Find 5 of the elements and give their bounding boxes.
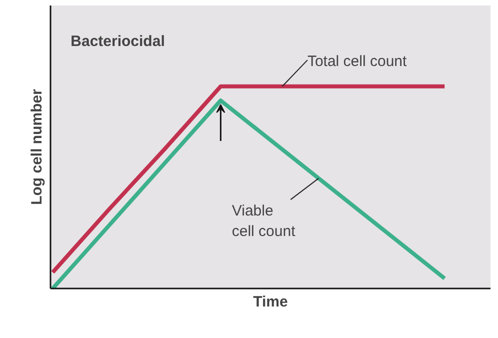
series-label: Total cell count <box>307 53 408 70</box>
x-axis-title: Time <box>253 294 288 310</box>
text: Viable cell count <box>232 202 296 240</box>
y-axis-title: Log cell number <box>28 88 46 205</box>
chart-title: Bacteriocidal <box>70 32 165 50</box>
